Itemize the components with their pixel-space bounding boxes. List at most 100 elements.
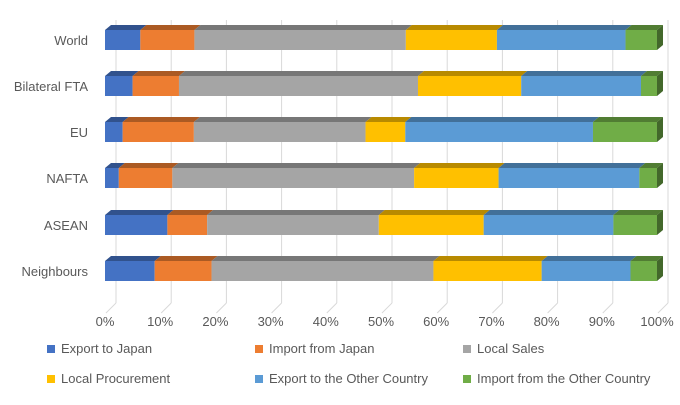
bar-segment-top	[105, 256, 161, 261]
bar-segment-top	[640, 71, 663, 76]
legend-item: Local Sales	[463, 341, 545, 356]
x-tick-label: 90%	[589, 314, 615, 329]
bar-segment	[541, 261, 631, 281]
category-label: Bilateral FTA	[14, 79, 88, 94]
bar-segment-top	[154, 256, 218, 261]
legend: Export to Japan Import from Japan Local Sa…	[47, 341, 651, 386]
legend-label: Local Sales	[477, 341, 545, 356]
bar-segment	[405, 30, 497, 50]
bar-segment-top	[207, 210, 385, 215]
bar-segment-top	[132, 71, 185, 76]
bar-segment	[433, 261, 542, 281]
bar-segment-top	[630, 256, 663, 261]
category-label: ASEAN	[44, 218, 88, 233]
bar-segment	[613, 215, 657, 235]
bar-segment	[630, 261, 657, 281]
bar-segment-top	[105, 71, 139, 76]
bar-asean	[105, 210, 663, 235]
bar-segment-top	[405, 25, 503, 30]
x-tick-label: 70%	[478, 314, 504, 329]
floor-gridline	[547, 302, 558, 314]
bar-segment-top	[172, 163, 421, 168]
legend-swatch	[47, 375, 55, 383]
bar-segment	[414, 168, 499, 188]
legend-swatch	[47, 345, 55, 353]
x-tick-label: 0%	[96, 314, 115, 329]
bar-segment-side	[657, 25, 663, 50]
floor-gridline	[271, 302, 282, 314]
bar-bilateral-fta	[105, 71, 663, 96]
bar-segment	[592, 122, 657, 142]
legend-item: Export to the Other Country	[255, 371, 428, 386]
floor-gridline	[216, 302, 227, 314]
bar-segment	[122, 122, 194, 142]
gridlines	[105, 20, 669, 314]
bar-segment-top	[433, 256, 548, 261]
bar-segment	[639, 168, 657, 188]
x-tick-label: 80%	[534, 314, 560, 329]
bar-world	[105, 25, 663, 50]
bar-segment-top	[417, 71, 528, 76]
bar-segment	[178, 76, 418, 96]
bar-segment-top	[592, 117, 663, 122]
floor-gridline	[160, 302, 172, 314]
bar-segment-top	[483, 210, 620, 215]
bar-segment	[105, 122, 123, 142]
bar-segment-side	[657, 117, 663, 142]
bar-segment-side	[657, 210, 663, 235]
bar-neighbours	[105, 256, 663, 281]
legend-swatch	[463, 375, 471, 383]
x-tick-label: 20%	[202, 314, 228, 329]
floor-gridline	[326, 302, 338, 314]
bar-segment-top	[541, 256, 637, 261]
floor-gridline	[105, 302, 117, 314]
bar-eu	[105, 117, 663, 142]
legend-swatch	[463, 345, 471, 353]
bars	[105, 25, 663, 281]
bar-segment	[625, 30, 657, 50]
legend-label: Export to the Other Country	[269, 371, 428, 386]
x-tick-labels: 0% 10% 20% 30% 40% 50% 60% 70% 80% 90% 100%	[96, 314, 674, 329]
bar-segment	[172, 168, 415, 188]
legend-label: Import from Japan	[269, 341, 375, 356]
bar-segment	[483, 215, 614, 235]
bar-segment	[496, 30, 626, 50]
bar-nafta	[105, 163, 663, 188]
bar-segment-top	[105, 117, 129, 122]
legend-label: Import from the Other Country	[477, 371, 651, 386]
bar-segment-top	[118, 163, 179, 168]
category-label: NAFTA	[46, 171, 88, 186]
bar-segment-top	[613, 210, 663, 215]
bar-segment-top	[178, 71, 424, 76]
bar-segment-top	[105, 25, 147, 30]
category-label: EU	[70, 125, 88, 140]
bar-segment-top	[211, 256, 440, 261]
floor-gridline	[602, 302, 614, 314]
legend-swatch	[255, 375, 263, 383]
category-label: World	[54, 33, 88, 48]
bar-segment	[498, 168, 640, 188]
bar-segment	[140, 30, 195, 50]
x-tick-label: 30%	[258, 314, 284, 329]
x-tick-label: 100%	[640, 314, 674, 329]
bar-segment	[132, 76, 179, 96]
legend-label: Export to Japan	[61, 341, 152, 356]
bar-segment	[417, 76, 522, 96]
legend-item: Export to Japan	[47, 341, 152, 356]
legend-item: Local Procurement	[47, 371, 170, 386]
floor-gridline	[492, 302, 503, 314]
bar-segment-top	[122, 117, 200, 122]
bar-segment-top	[378, 210, 490, 215]
bar-segment-top	[521, 71, 647, 76]
bar-segment	[521, 76, 641, 96]
bar-segment	[640, 76, 657, 96]
x-tick-label: 50%	[368, 314, 394, 329]
bar-segment-top	[194, 25, 412, 30]
bar-segment	[118, 168, 173, 188]
bar-segment-top	[625, 25, 663, 30]
bar-segment-top	[167, 210, 214, 215]
bar-segment	[193, 122, 366, 142]
bar-segment-side	[657, 256, 663, 281]
bar-segment-side	[657, 163, 663, 188]
x-tick-label: 10%	[147, 314, 173, 329]
